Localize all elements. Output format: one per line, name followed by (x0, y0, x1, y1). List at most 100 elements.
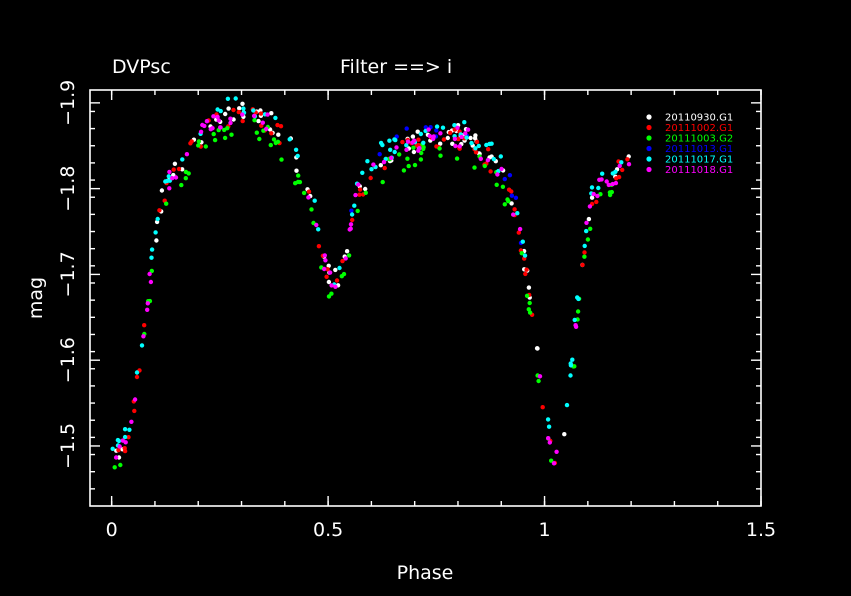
data-point (616, 174, 622, 180)
data-point (594, 199, 599, 205)
data-point (546, 424, 552, 429)
data-point (293, 147, 299, 152)
data-point (203, 144, 208, 149)
data-point (329, 283, 334, 288)
legend: 20110930.G120111002.G120111003.G22011101… (646, 113, 733, 176)
data-point (445, 135, 450, 141)
data-point (275, 139, 281, 144)
data-point (348, 222, 354, 227)
data-point (512, 207, 517, 212)
data-point (537, 374, 543, 379)
data-point (482, 163, 487, 169)
data-point (507, 173, 513, 178)
data-point (463, 131, 468, 136)
data-point (401, 168, 407, 173)
data-point (123, 440, 128, 445)
data-point (522, 253, 528, 258)
data-point (340, 258, 345, 264)
data-point (564, 402, 570, 408)
data-point (476, 143, 481, 149)
data-point (509, 201, 514, 206)
data-point (254, 130, 259, 135)
data-point (486, 147, 491, 152)
data-point (462, 120, 467, 125)
data-point (344, 249, 350, 254)
data-point (438, 141, 443, 146)
data-point (186, 171, 191, 176)
data-point (167, 169, 172, 175)
data-point (456, 136, 461, 142)
legend-label: 20111002.G1 (665, 123, 733, 134)
data-point (159, 188, 165, 193)
data-point (333, 267, 338, 273)
data-point (575, 295, 580, 300)
legend-marker (646, 114, 652, 120)
data-point (126, 435, 131, 440)
x-axis-title: Phase (397, 562, 454, 584)
data-point (412, 138, 417, 143)
data-point (269, 131, 274, 136)
data-point (570, 357, 575, 362)
data-point (306, 189, 312, 194)
data-point (257, 136, 262, 142)
data-point (183, 176, 188, 181)
data-point (113, 455, 119, 460)
data-point (568, 373, 573, 378)
data-point (337, 265, 342, 271)
legend-label: 20111013.G1 (665, 144, 733, 155)
data-point (524, 267, 529, 272)
data-point (226, 106, 231, 111)
data-point (421, 140, 426, 145)
data-point (350, 217, 355, 223)
data-point (404, 147, 409, 152)
data-point (516, 230, 521, 235)
data-point (132, 408, 137, 414)
data-point (333, 284, 338, 289)
data-point (495, 172, 500, 177)
data-point (228, 120, 233, 126)
data-point (198, 129, 204, 134)
y-tick-label: −1.6 (57, 337, 79, 383)
data-point (112, 465, 117, 470)
data-point (496, 168, 501, 174)
data-point (540, 405, 545, 410)
data-point (145, 301, 150, 306)
data-point (438, 153, 443, 158)
data-point (491, 156, 496, 162)
data-point (170, 176, 175, 181)
data-point (411, 149, 417, 155)
data-point (153, 230, 158, 235)
data-point (582, 250, 587, 255)
data-point (251, 113, 257, 119)
data-point (509, 193, 515, 198)
data-point (218, 125, 223, 130)
data-point (179, 182, 184, 188)
y-tick-label: −1.5 (57, 423, 79, 469)
data-point (363, 186, 368, 192)
data-point (534, 346, 540, 351)
data-point (434, 128, 439, 133)
data-point (625, 157, 630, 162)
data-point (322, 266, 327, 272)
data-point (554, 449, 559, 454)
data-point (240, 118, 245, 124)
data-point (275, 122, 280, 128)
data-point (515, 211, 520, 216)
data-point (229, 132, 234, 137)
data-point (597, 177, 602, 182)
data-point (397, 152, 402, 157)
data-point (465, 127, 471, 132)
data-point (591, 191, 596, 197)
data-point (134, 374, 140, 380)
data-point (607, 192, 613, 198)
y-tick-label: −1.7 (57, 251, 79, 297)
data-point (241, 106, 246, 111)
plot-frame (89, 89, 762, 507)
data-point (212, 137, 218, 143)
data-point (218, 108, 223, 114)
data-point (139, 343, 145, 348)
data-point (500, 184, 506, 189)
chart-title-center: Filter ==> i (340, 56, 452, 78)
data-point (589, 185, 595, 190)
data-point (473, 150, 479, 155)
